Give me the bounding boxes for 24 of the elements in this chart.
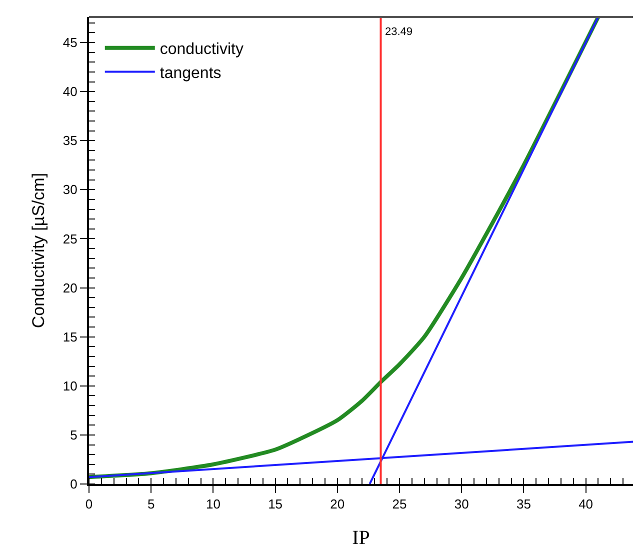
y-tick-label: 35 — [62, 133, 78, 148]
x-tick-label: 35 — [516, 496, 531, 512]
x-tick-label: 30 — [454, 496, 469, 512]
y-axis-title: Conductivity [µS/cm] — [29, 172, 48, 328]
y-tick-label: 30 — [62, 182, 78, 198]
x-tick-label: 40 — [578, 496, 594, 512]
x-tick-label: 5 — [147, 496, 155, 512]
x-axis-title: IP — [352, 527, 370, 549]
y-tick-label: 10 — [62, 378, 78, 394]
x-tick-label: 10 — [206, 496, 220, 512]
x-tick-label: 0 — [85, 496, 93, 512]
y-tick-label: 15 — [62, 329, 78, 344]
y-tick-label: 5 — [70, 428, 78, 442]
x-tick-label: 15 — [268, 496, 283, 512]
x-tick-label: 25 — [392, 496, 407, 512]
y-tick-label: 20 — [62, 280, 78, 296]
y-tick-label: 40 — [62, 84, 78, 100]
x-tick-label: 20 — [330, 496, 345, 512]
y-tick-label: 0 — [70, 476, 78, 492]
y-tick-label: 45 — [62, 35, 78, 50]
ref-line-label: 23.49 — [385, 26, 413, 38]
legend-label: tangents — [160, 64, 222, 82]
y-tick-label: 25 — [62, 231, 78, 246]
legend-label: conductivity — [160, 41, 244, 58]
